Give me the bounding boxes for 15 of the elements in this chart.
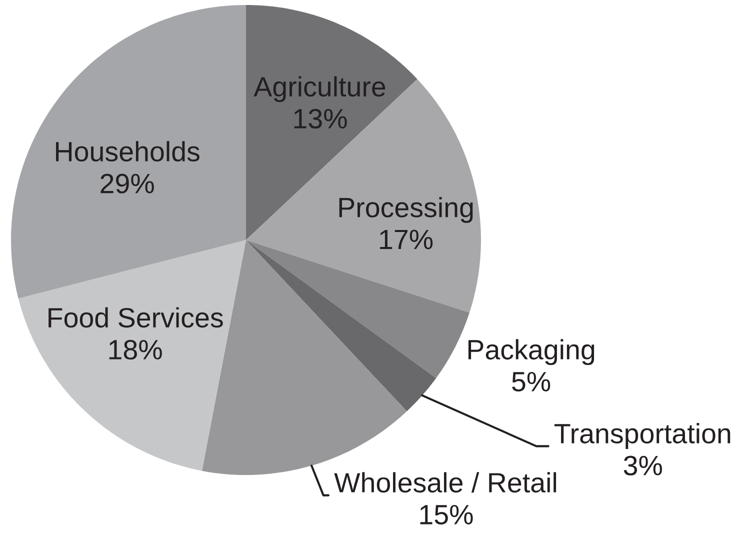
slice-label: Transportation [554,423,730,449]
pie-slice [18,240,246,471]
slice-label: Packaging [468,339,594,366]
data-label: 3% [624,456,662,476]
data-label: 15% [420,504,473,525]
data-label: 13% [294,108,347,129]
slice-label: Food Services [48,307,223,328]
slice-label: Agriculture [254,76,386,102]
data-label: 5% [512,372,550,392]
slice-label: Households [56,141,200,162]
data-label: 18% [109,340,162,360]
slice-label: Wholesale / Retail [334,472,556,493]
slice-label: Processing [339,196,473,223]
data-label: 29% [100,174,154,194]
data-label: 17% [380,230,433,250]
